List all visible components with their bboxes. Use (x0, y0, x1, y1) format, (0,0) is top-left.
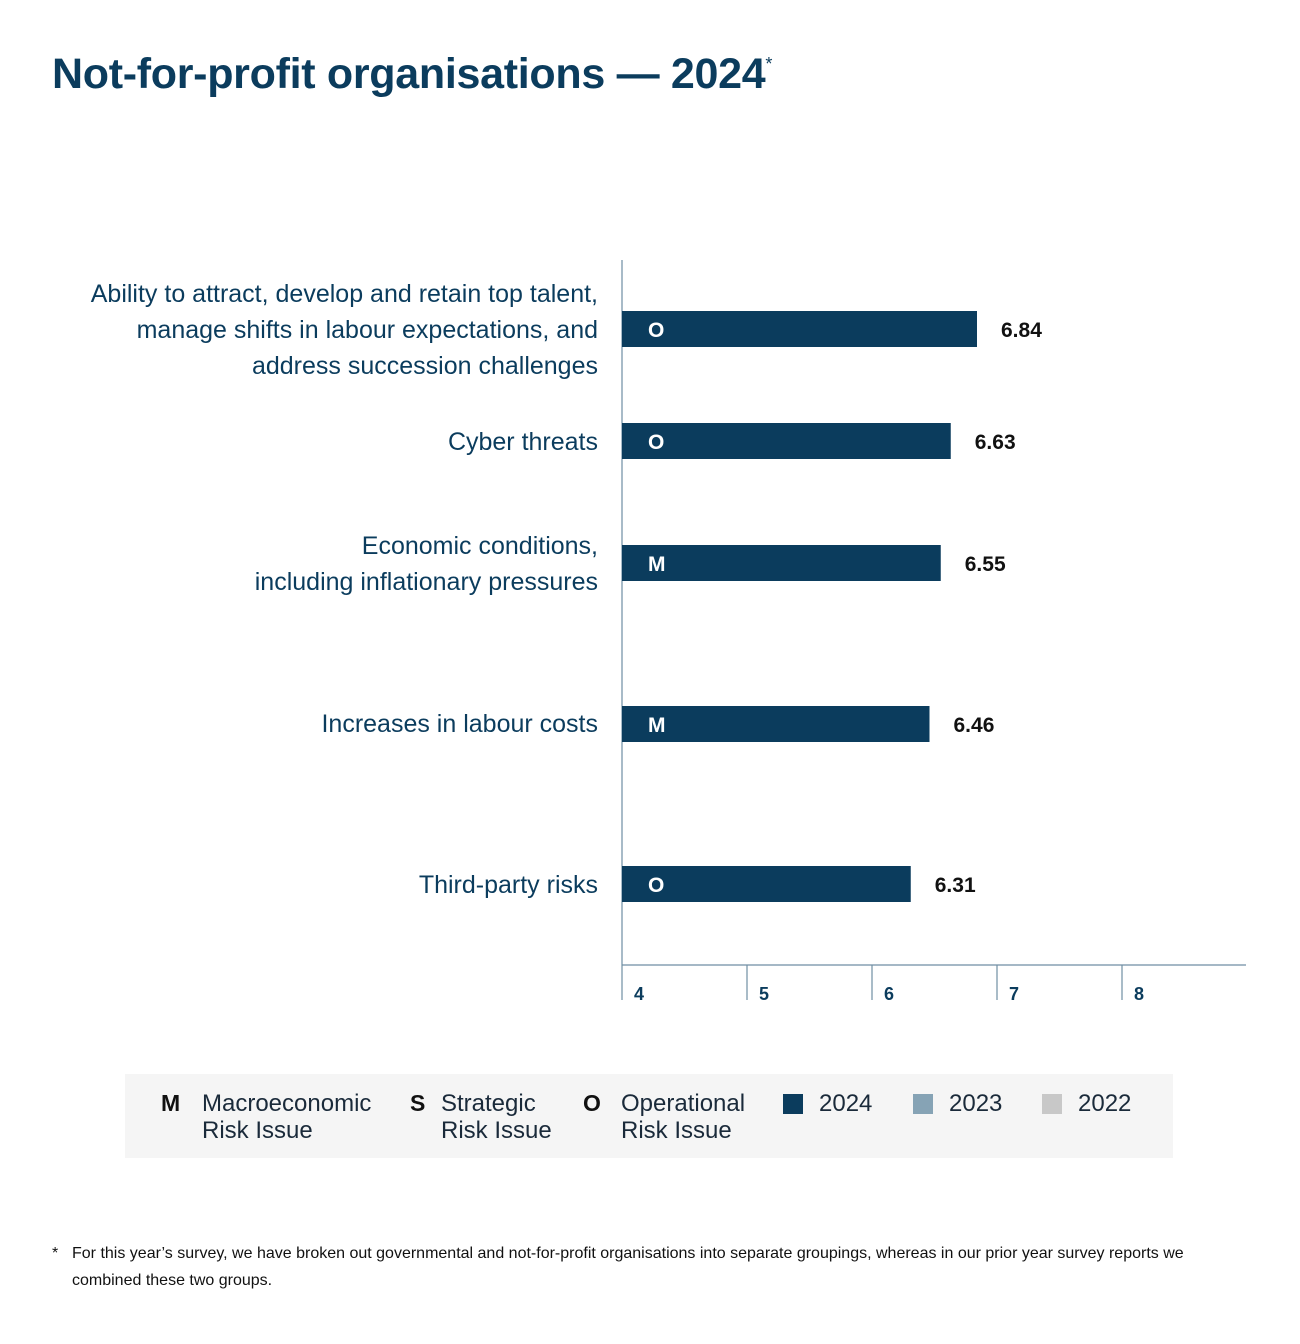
legend-label: Strategic Risk Issue (441, 1090, 552, 1144)
legend-label: Operational Risk Issue (621, 1090, 745, 1144)
legend-label-line2: Risk Issue (202, 1117, 313, 1144)
legend-year-label: 2024 (819, 1090, 873, 1117)
x-tick-label: 4 (634, 984, 644, 1004)
data-label: 6.63 (975, 431, 1016, 454)
legend-year-label: 2023 (949, 1090, 1003, 1117)
legend-code: M (161, 1090, 181, 1116)
x-tick-label: 6 (884, 984, 894, 1004)
bar-risk-code: O (648, 319, 664, 342)
legend-label-line2: Risk Issue (441, 1117, 552, 1144)
category-label: Increases in labour costs (321, 710, 598, 738)
x-tick-label: 8 (1134, 984, 1144, 1004)
chart-title: Not-for-profit organisations — 2024* (52, 50, 772, 99)
bar-chart: 4 5 6 7 8 O 6.84 O 6.63 M 6.55 M 6.46 O 6.31 (621, 260, 1246, 1004)
legend: M Macroeconomic Risk Issue S Strategic Ris… (125, 1074, 1173, 1158)
legend-label-line1: Strategic (441, 1090, 536, 1117)
bar (622, 545, 941, 581)
legend-swatch-2024 (783, 1094, 803, 1114)
bar-risk-code: M (648, 553, 666, 576)
x-tick-label: 7 (1009, 984, 1019, 1004)
legend-code: S (410, 1090, 426, 1116)
bar-risk-code: O (648, 431, 664, 454)
data-label: 6.31 (935, 874, 976, 897)
bar-risk-code: M (648, 714, 666, 737)
legend-label-line1: Macroeconomic (202, 1090, 372, 1117)
category-label: Third-party risks (418, 871, 598, 899)
data-label: 6.46 (954, 714, 995, 737)
legend-label: Macroeconomic Risk Issue (202, 1090, 371, 1144)
legend-label-line1: Operational (621, 1090, 746, 1117)
category-label: Ability to attract, develop and retain t… (90, 280, 598, 380)
footnote-text: For this year’s survey, we have broken o… (72, 1245, 1184, 1289)
x-tick-label: 5 (759, 984, 769, 1004)
bar (622, 706, 930, 742)
legend-label-line2: Risk Issue (621, 1117, 732, 1144)
data-label: 6.55 (965, 553, 1006, 576)
legend-code: O (583, 1090, 601, 1116)
title-text: Not-for-profit organisations — 2024 (52, 50, 766, 98)
category-label: Economic conditions, including inflationa… (254, 532, 598, 596)
title-footnote-marker: * (765, 54, 773, 74)
bar (622, 423, 951, 459)
footnote-marker: * (52, 1245, 59, 1262)
bar (622, 311, 977, 347)
legend-swatch-2022 (1042, 1094, 1062, 1114)
legend-year-label: 2022 (1078, 1090, 1132, 1117)
category-label: Cyber threats (447, 428, 598, 456)
bar (622, 866, 911, 902)
data-label: 6.84 (1001, 319, 1042, 342)
bar-risk-code: O (648, 874, 664, 897)
legend-swatch-2023 (913, 1094, 933, 1114)
